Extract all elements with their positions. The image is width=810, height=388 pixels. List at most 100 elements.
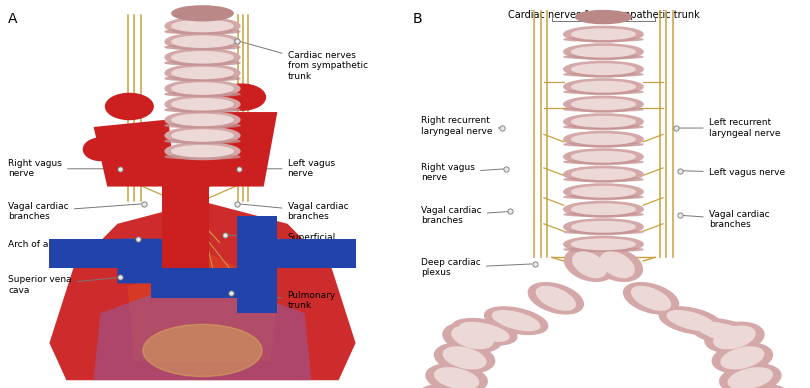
Ellipse shape [165, 80, 240, 97]
Ellipse shape [572, 29, 635, 40]
Ellipse shape [165, 143, 240, 159]
Ellipse shape [434, 343, 495, 373]
Ellipse shape [536, 286, 575, 310]
Ellipse shape [712, 343, 773, 373]
Polygon shape [49, 201, 356, 380]
Ellipse shape [564, 61, 643, 77]
Text: Right vagus
nerve: Right vagus nerve [421, 163, 504, 182]
Ellipse shape [600, 252, 634, 277]
Ellipse shape [572, 204, 635, 215]
Ellipse shape [165, 45, 240, 50]
Text: Superior vena
cava: Superior vena cava [8, 275, 117, 295]
Ellipse shape [165, 111, 240, 128]
Ellipse shape [592, 248, 642, 281]
Ellipse shape [426, 364, 488, 388]
Ellipse shape [165, 107, 240, 112]
Ellipse shape [728, 368, 773, 388]
Text: Arch of aorta: Arch of aorta [8, 239, 135, 249]
Text: Vagal cardiac
branches: Vagal cardiac branches [683, 210, 769, 229]
Ellipse shape [83, 138, 117, 161]
Ellipse shape [143, 324, 262, 376]
Text: Pulmonary
trunk: Pulmonary trunk [233, 291, 336, 310]
Ellipse shape [165, 64, 240, 81]
Text: Vagal cardiac
branches: Vagal cardiac branches [239, 202, 348, 221]
Ellipse shape [564, 55, 643, 59]
Ellipse shape [417, 385, 480, 388]
Ellipse shape [165, 127, 240, 144]
Ellipse shape [690, 319, 755, 345]
Ellipse shape [624, 283, 679, 314]
Ellipse shape [572, 239, 635, 249]
Ellipse shape [460, 322, 509, 341]
Ellipse shape [564, 213, 643, 217]
Ellipse shape [564, 166, 643, 182]
Ellipse shape [528, 283, 583, 314]
Polygon shape [237, 217, 277, 313]
Text: Left vagus
nerve: Left vagus nerve [241, 159, 335, 178]
Ellipse shape [172, 21, 233, 31]
Ellipse shape [165, 29, 240, 34]
Polygon shape [128, 250, 277, 362]
Ellipse shape [564, 125, 643, 129]
Text: Left recurrent
laryngeal nerve: Left recurrent laryngeal nerve [679, 118, 780, 138]
Ellipse shape [572, 134, 635, 144]
Text: A: A [8, 12, 18, 26]
Ellipse shape [564, 73, 643, 76]
Polygon shape [94, 120, 175, 187]
Ellipse shape [667, 311, 714, 331]
Ellipse shape [698, 322, 747, 341]
Ellipse shape [105, 94, 153, 120]
Ellipse shape [572, 81, 635, 92]
Ellipse shape [564, 79, 643, 95]
Ellipse shape [572, 187, 635, 197]
Ellipse shape [564, 230, 643, 234]
Ellipse shape [573, 252, 607, 277]
Ellipse shape [564, 184, 643, 199]
Ellipse shape [165, 154, 240, 159]
Ellipse shape [572, 169, 635, 180]
Text: Cardiac nerves from sympathetic trunk: Cardiac nerves from sympathetic trunk [508, 10, 699, 20]
Ellipse shape [218, 84, 266, 110]
Text: Left vagus nerve: Left vagus nerve [683, 168, 785, 177]
Ellipse shape [564, 38, 643, 41]
Ellipse shape [564, 178, 643, 181]
Ellipse shape [172, 68, 233, 78]
Text: Cardiac nerves
from sympathetic
trunk: Cardiac nerves from sympathetic trunk [240, 42, 368, 81]
Ellipse shape [165, 17, 240, 35]
Text: Deep cardiac
plexus: Deep cardiac plexus [421, 258, 532, 277]
Ellipse shape [492, 311, 539, 331]
Ellipse shape [172, 83, 233, 94]
Polygon shape [94, 276, 311, 380]
Ellipse shape [564, 160, 643, 164]
Ellipse shape [576, 10, 631, 24]
Ellipse shape [172, 130, 233, 141]
Ellipse shape [564, 44, 643, 59]
Text: Vagal cardiac
branches: Vagal cardiac branches [421, 206, 508, 225]
Ellipse shape [165, 96, 240, 113]
Ellipse shape [572, 152, 635, 162]
Ellipse shape [714, 326, 755, 348]
Ellipse shape [572, 99, 635, 109]
Ellipse shape [172, 146, 233, 157]
Text: Right recurrent
laryngeal nerve: Right recurrent laryngeal nerve [421, 116, 500, 136]
Polygon shape [277, 239, 356, 268]
Ellipse shape [659, 307, 723, 334]
Ellipse shape [165, 33, 240, 50]
Ellipse shape [484, 307, 548, 334]
Text: Vagal cardiac
branches: Vagal cardiac branches [8, 202, 142, 221]
Ellipse shape [572, 47, 635, 57]
Ellipse shape [719, 364, 781, 388]
Polygon shape [117, 239, 209, 283]
Polygon shape [162, 157, 209, 268]
Polygon shape [151, 268, 243, 298]
Ellipse shape [564, 90, 643, 94]
Ellipse shape [452, 319, 517, 345]
Ellipse shape [452, 326, 493, 348]
Ellipse shape [172, 52, 233, 63]
Text: B: B [413, 12, 423, 26]
Ellipse shape [434, 368, 479, 388]
Ellipse shape [727, 385, 790, 388]
Ellipse shape [165, 92, 240, 96]
Ellipse shape [564, 107, 643, 111]
Ellipse shape [564, 114, 643, 130]
